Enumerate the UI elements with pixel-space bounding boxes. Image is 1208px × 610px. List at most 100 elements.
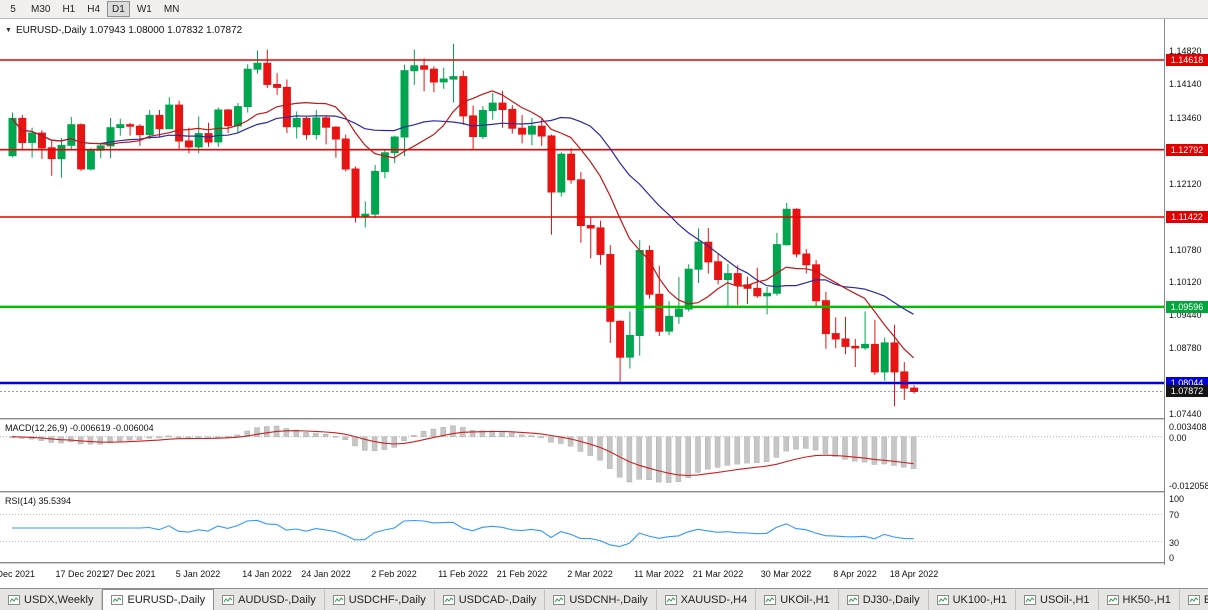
tab-xauusd-h4[interactable]: XAUUSD-,H4	[656, 590, 757, 610]
date-label: 2 Mar 2022	[567, 569, 613, 579]
panel-splitter[interactable]	[0, 491, 1208, 494]
macd-panel[interactable]: MACD(12,26,9) -0.006619 -0.006004	[0, 421, 1164, 491]
tab-label: HK50-,H1	[1122, 594, 1171, 606]
rsi-panel[interactable]: RSI(14) 35.5394	[0, 494, 1164, 562]
tab-label: UKOil-,H1	[780, 594, 830, 606]
chart-icon	[1187, 595, 1200, 605]
tab-ukoil-h1[interactable]: UKOil-,H1	[756, 590, 839, 610]
price-level-badge: 1.12792	[1166, 144, 1208, 156]
timeframe-5[interactable]: 5	[10, 3, 16, 15]
macd-axis-label: 0.003408	[1169, 422, 1207, 432]
chart-icon	[1024, 595, 1037, 605]
tab-label: USDCNH-,Daily	[569, 594, 648, 606]
chart-icon	[442, 595, 455, 605]
price-tick: 1.10780	[1169, 245, 1202, 255]
chart-icon	[222, 595, 235, 605]
date-label: 11 Mar 2022	[634, 569, 684, 579]
chart-icon	[1106, 595, 1119, 605]
chart-header: ▼ EURUSD-,Daily 1.07943 1.08000 1.07832 …	[5, 25, 242, 36]
chart-icon	[332, 595, 345, 605]
price-tick: 1.08780	[1169, 343, 1202, 353]
timeframe-h4[interactable]: H4	[87, 3, 101, 15]
price-level-badge: 1.14618	[1166, 54, 1208, 66]
tab-usdcad-daily[interactable]: USDCAD-,Daily	[434, 590, 546, 610]
panel-splitter[interactable]	[0, 562, 1208, 565]
tab-dj30-daily[interactable]: DJ30-,Daily	[838, 590, 929, 610]
price-tick: 1.12120	[1169, 179, 1202, 189]
tab-label: USDCHF-,Daily	[348, 594, 426, 606]
rsi-axis-label: 30	[1169, 538, 1180, 548]
date-label: 30 Mar 2022	[760, 569, 812, 579]
price-tick: 1.13460	[1169, 113, 1202, 123]
tab-audusd-daily[interactable]: AUDUSD-,Daily	[214, 590, 325, 610]
date-label: 8 Apr 2022	[833, 569, 877, 579]
timeframe-w1[interactable]: W1	[136, 3, 152, 15]
tab-label: USOil-,H1	[1040, 594, 1090, 606]
price-chart[interactable]	[0, 19, 1164, 418]
tab-usoil-h1[interactable]: USOil-,H1	[1016, 590, 1099, 610]
tab-label: AUDUSD-,Daily	[238, 594, 316, 606]
date-label: 2 Feb 2022	[371, 569, 417, 579]
price-axis[interactable]: 1.14820 1.14140 1.13460 1.12120 1.10780 1.101…	[1164, 19, 1208, 565]
tab-usdx-weekly[interactable]: USDX,Weekly	[0, 590, 103, 610]
date-label: 27 Dec 2021	[104, 569, 156, 579]
rsi-axis-label: 70	[1169, 510, 1180, 520]
chart-icon	[846, 595, 859, 605]
date-label: 21 Feb 2022	[496, 569, 548, 579]
tab-eurusd-daily[interactable]: EURUSD-,Daily	[102, 589, 215, 610]
tab-label: UK100-,H1	[952, 594, 1008, 606]
collapse-chart-icon[interactable]: ▼	[5, 27, 12, 34]
rsi-label: RSI(14) 35.5394	[5, 496, 72, 506]
price-tick: 1.07440	[1169, 409, 1202, 419]
chart-icon	[8, 595, 20, 605]
date-label: 11 Feb 2022	[438, 569, 488, 579]
tab-label: EU	[1204, 594, 1208, 606]
tab-usdcnh-daily[interactable]: USDCNH-,Daily	[545, 590, 657, 610]
tab-uk100-h1[interactable]: UK100-,H1	[928, 590, 1017, 610]
main-chart-panel[interactable]: ▼ EURUSD-,Daily 1.07943 1.08000 1.07832 …	[0, 19, 1164, 418]
price-tick: 1.10120	[1169, 277, 1202, 287]
chart-icon	[764, 595, 777, 605]
price-tick: 1.14820	[1169, 46, 1202, 56]
timeframe-d1[interactable]: D1	[107, 1, 130, 17]
chart-tabs: USDX,Weekly EURUSD-,Daily AUDUSD-,Daily USD…	[0, 588, 1208, 610]
chart-icon	[664, 595, 677, 605]
timeframe-mn[interactable]: MN	[163, 3, 180, 15]
date-label: 21 Mar 2022	[692, 569, 744, 579]
timeframe-toolbar: 5 M30 H1 H4 D1 W1 MN	[0, 0, 1208, 19]
rsi-chart[interactable]	[0, 494, 1164, 562]
tab-usdchf-daily[interactable]: USDCHF-,Daily	[324, 590, 435, 610]
macd-axis-label: 0.00	[1169, 433, 1187, 443]
macd-axis-label: -0.012058	[1169, 481, 1208, 491]
chart-title: EURUSD-,Daily 1.07943 1.08000 1.07832 1.…	[15, 25, 243, 36]
tab-label: EURUSD-,Daily	[127, 594, 206, 606]
tab-hk50-h1[interactable]: HK50-,H1	[1098, 590, 1180, 610]
date-label: 8 Dec 2021	[0, 569, 36, 579]
panel-splitter[interactable]	[0, 418, 1208, 421]
chart-icon	[111, 595, 124, 605]
chart-icon	[936, 595, 949, 605]
tab-label: USDX,Weekly	[24, 594, 94, 606]
macd-label: MACD(12,26,9) -0.006619 -0.006004	[5, 423, 154, 433]
tab-eu[interactable]: EU	[1179, 590, 1208, 610]
rsi-axis-label: 100	[1169, 494, 1185, 504]
price-level-badge: 1.09596	[1166, 301, 1208, 313]
date-label: 5 Jan 2022	[175, 569, 221, 579]
tab-label: XAUUSD-,H4	[680, 594, 748, 606]
tab-label: USDCAD-,Daily	[458, 594, 537, 606]
tab-label: DJ30-,Daily	[862, 594, 920, 606]
timeframe-m30[interactable]: M30	[31, 3, 51, 15]
date-label: 24 Jan 2022	[301, 569, 351, 579]
date-label: 14 Jan 2022	[242, 569, 292, 579]
price-tick: 1.09440	[1169, 310, 1202, 320]
current-price-badge: 1.07872	[1166, 385, 1208, 397]
date-label: 17 Dec 2021	[55, 569, 107, 579]
price-level-badge: 1.11422	[1166, 211, 1208, 223]
date-label: 18 Apr 2022	[889, 569, 939, 579]
macd-chart[interactable]	[0, 421, 1164, 491]
timeframe-h1[interactable]: H1	[62, 3, 76, 15]
chart-icon	[553, 595, 566, 605]
rsi-axis-label: 0	[1169, 553, 1175, 563]
price-tick: 1.14140	[1169, 79, 1202, 89]
